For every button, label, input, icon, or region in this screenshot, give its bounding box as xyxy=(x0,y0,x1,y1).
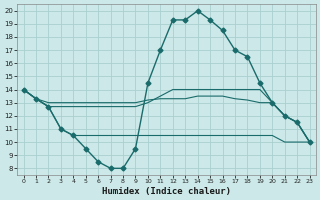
X-axis label: Humidex (Indice chaleur): Humidex (Indice chaleur) xyxy=(102,187,231,196)
